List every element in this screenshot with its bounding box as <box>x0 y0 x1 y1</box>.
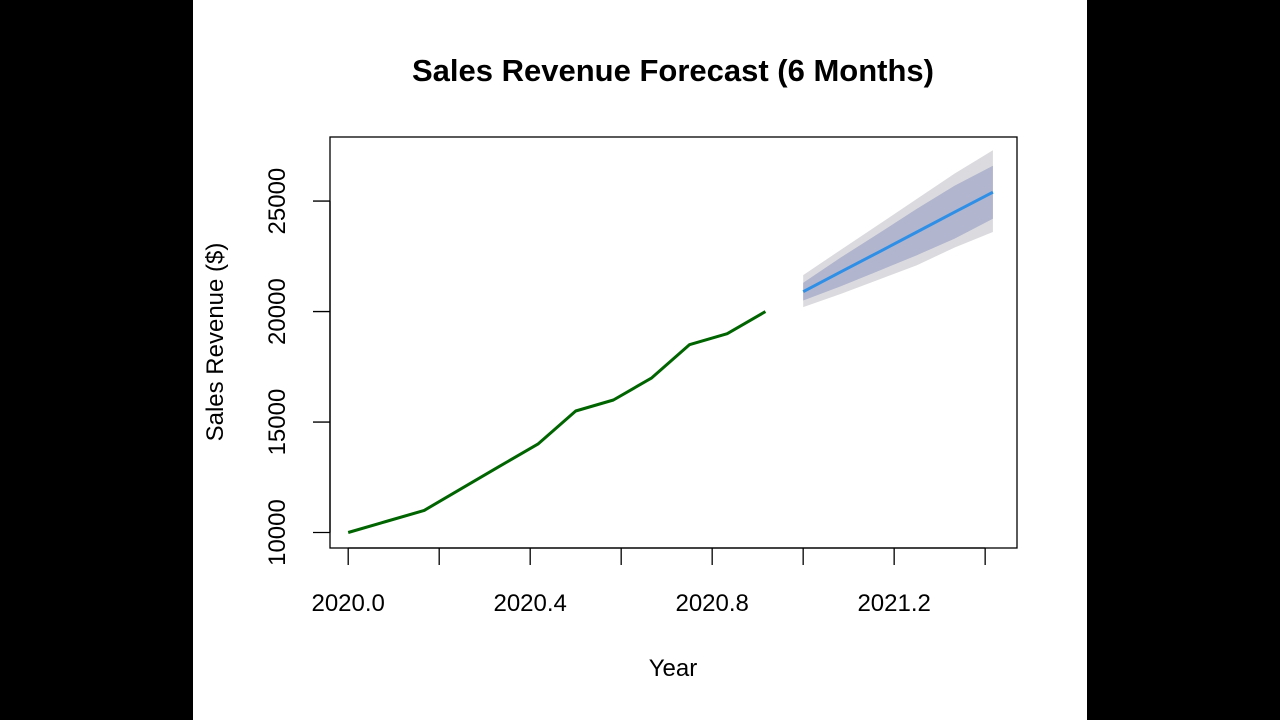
x-tick-label: 2020.0 <box>311 590 384 617</box>
forecast-band-80 <box>803 165 993 301</box>
y-tick-label: 25000 <box>264 168 291 235</box>
x-tick-label: 2021.2 <box>857 590 930 617</box>
forecast-chart: Sales Revenue Forecast (6 Months) 2020.0… <box>202 53 1018 682</box>
y-axis-label: Sales Revenue ($) <box>202 243 229 442</box>
x-axis-label: Year <box>649 655 698 682</box>
y-tick-label: 20000 <box>264 278 291 345</box>
y-tick-label: 10000 <box>264 499 291 566</box>
plot-frame <box>329 136 1018 549</box>
y-tick-label: 15000 <box>264 389 291 456</box>
chart-title: Sales Revenue Forecast (6 Months) <box>412 53 934 88</box>
history-line <box>347 310 767 534</box>
forecast-line <box>802 190 994 294</box>
plot-panel: Sales Revenue Forecast (6 Months) 2020.0… <box>193 0 1087 720</box>
x-tick-label: 2020.4 <box>493 590 566 617</box>
x-tick-label: 2020.8 <box>675 590 748 617</box>
